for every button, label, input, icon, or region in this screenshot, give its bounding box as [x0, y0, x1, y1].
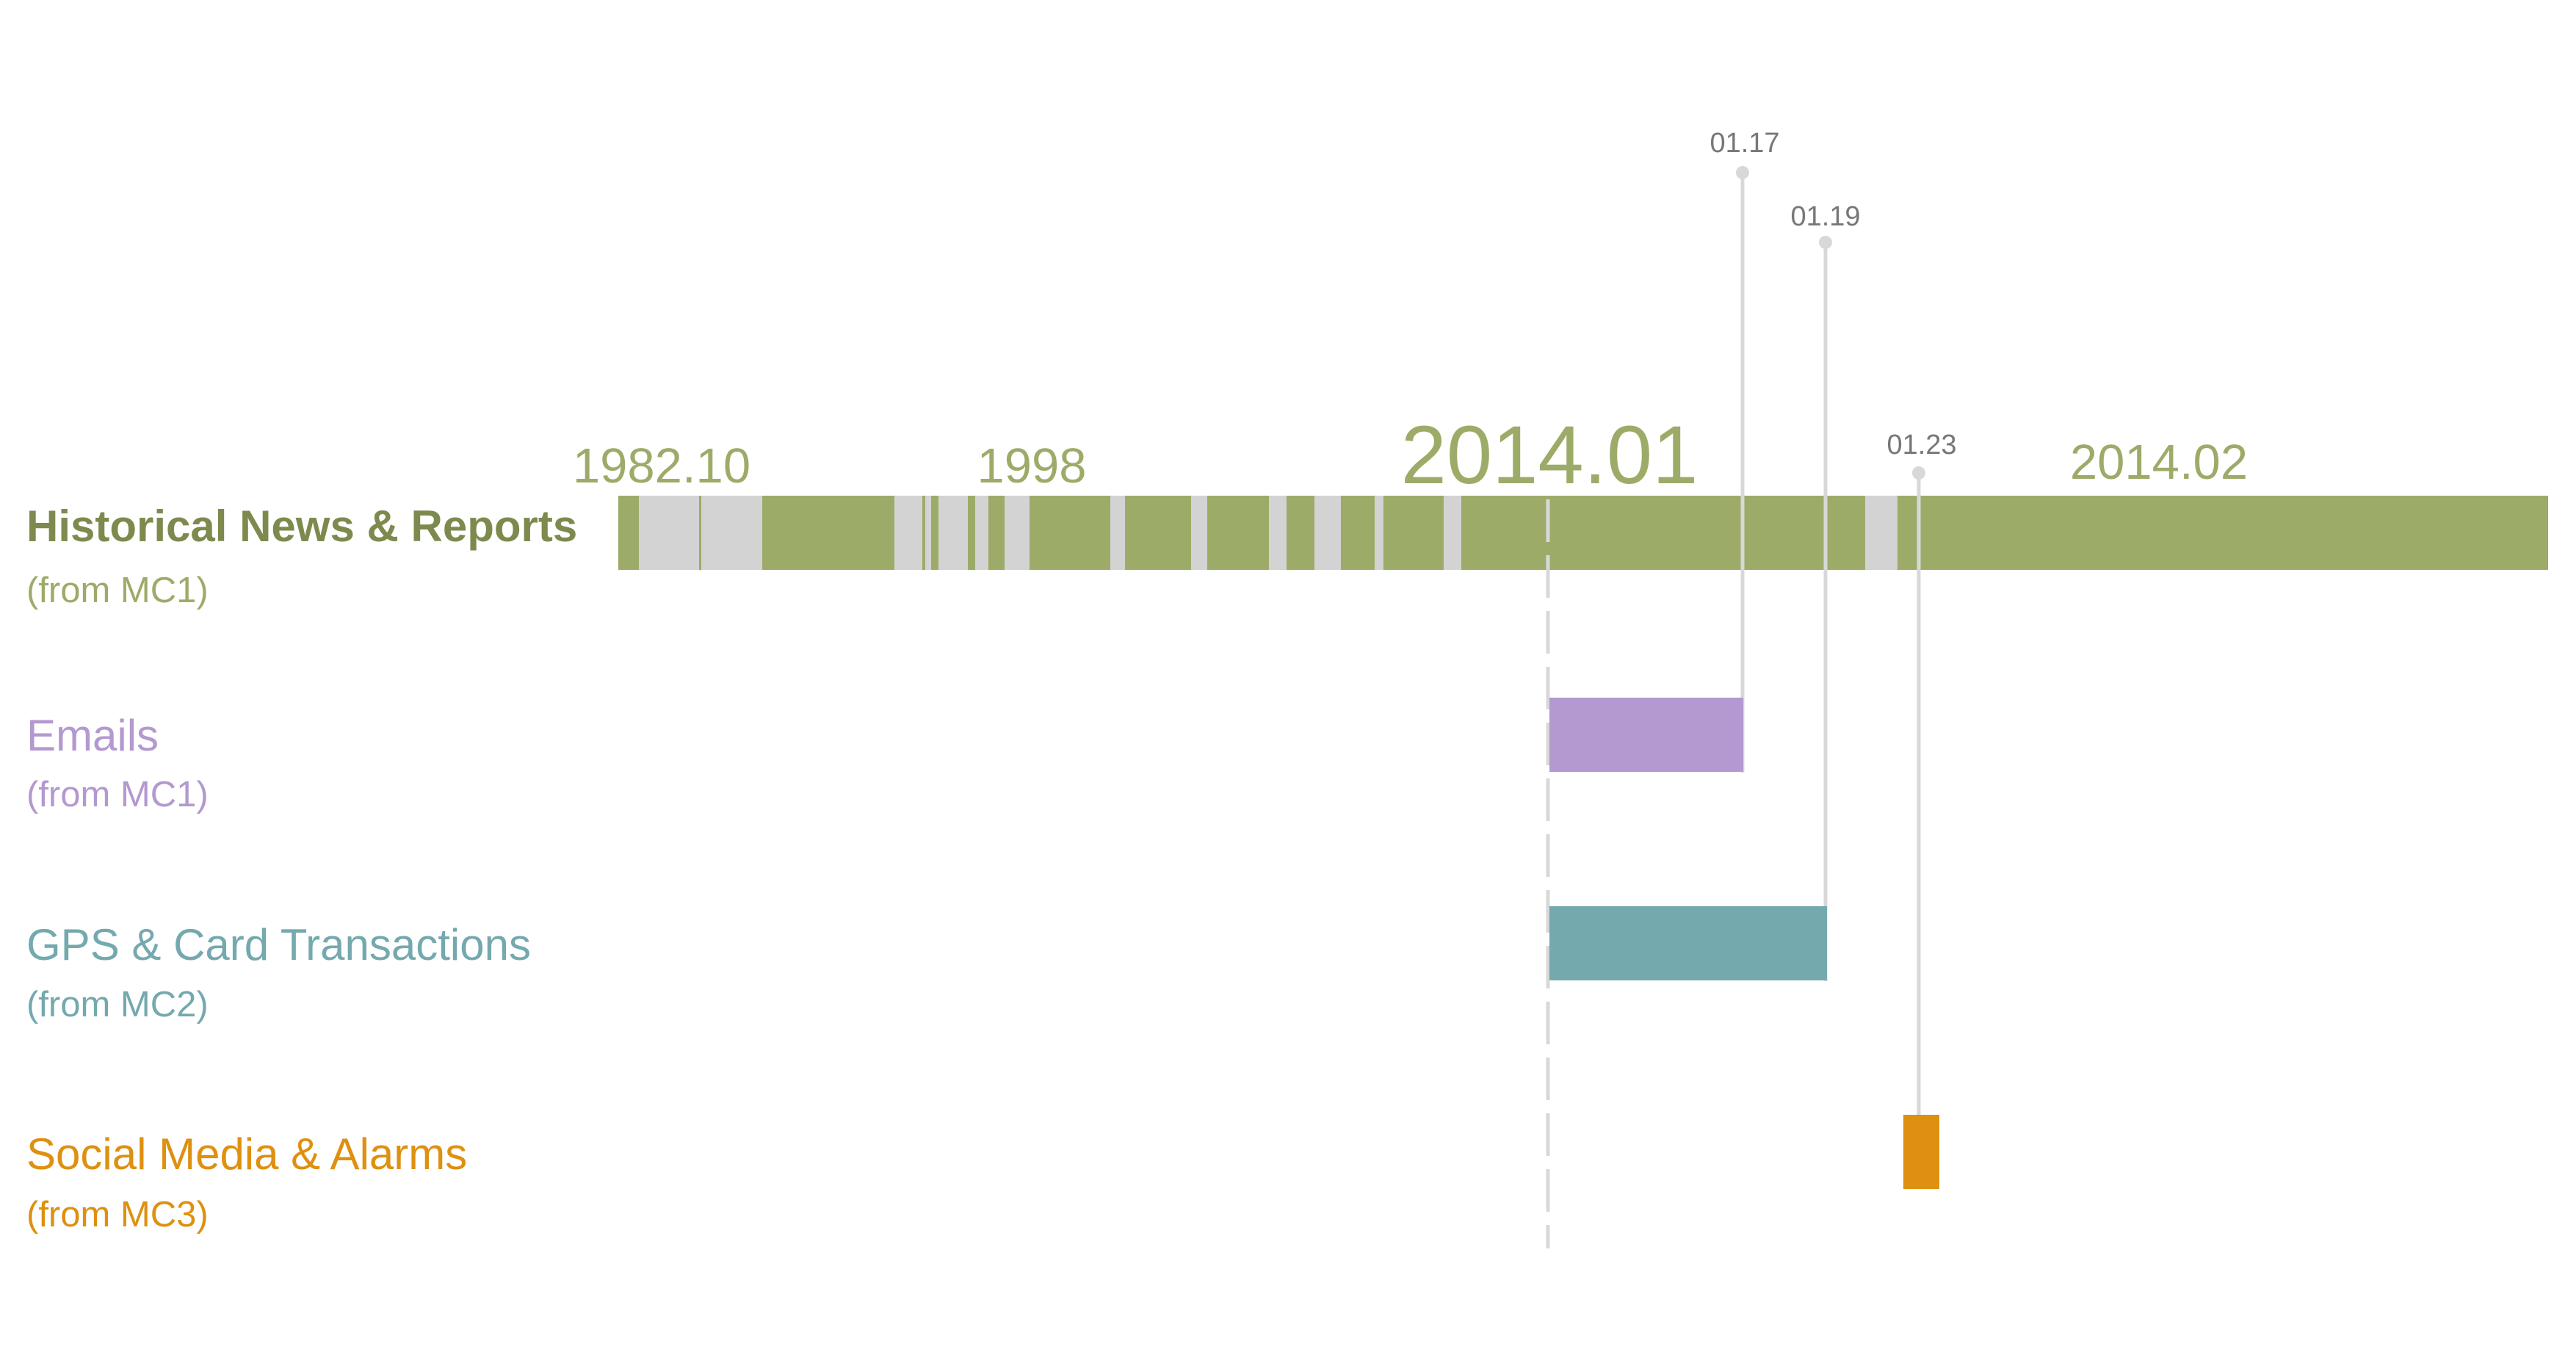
era-label-2014-01: 2014.01: [1401, 409, 1698, 501]
callout-dot-01-23: [1912, 466, 1925, 480]
news-gaps: [639, 496, 1897, 570]
row-title-news: Historical News & Reports: [26, 502, 577, 551]
news-gap-segment-1: [639, 496, 699, 570]
news-gap-segment-7: [1005, 496, 1030, 570]
gps-transactions-bar: [1549, 906, 1827, 980]
news-gap-segment-2: [701, 496, 762, 570]
row-source-emails: (from MC1): [26, 775, 209, 814]
era-label-2014-02: 2014.02: [2070, 435, 2248, 490]
news-gap-segment-8: [1110, 496, 1125, 570]
callout-label-01-19: 01.19: [1790, 201, 1860, 232]
news-gap-segment-6: [975, 496, 988, 570]
social-media-bar: [1903, 1115, 1939, 1189]
news-gap-segment-10: [1269, 496, 1287, 570]
event-callouts: 01.17 01.19 01.23: [1710, 128, 1957, 1116]
news-timeline-bar: [618, 496, 2548, 570]
emails-bar: [1549, 698, 1743, 772]
callout-label-01-17: 01.17: [1710, 128, 1779, 159]
news-gap-segment-13: [1444, 496, 1461, 570]
row-source-news: (from MC1): [26, 571, 209, 610]
row-title-gps: GPS & Card Transactions: [26, 920, 531, 969]
news-gap-segment-9: [1191, 496, 1207, 570]
era-labels: 1982.10 1998 2014.01 2014.02: [573, 409, 2248, 501]
callout-dot-01-17: [1736, 166, 1749, 179]
data-bars: [1549, 698, 1939, 1189]
news-gap-segment-14: [1865, 496, 1897, 570]
row-title-social: Social Media & Alarms: [26, 1129, 467, 1179]
news-gap-segment-4: [925, 496, 931, 570]
row-source-social: (from MC3): [26, 1195, 209, 1234]
row-title-emails: Emails: [26, 711, 159, 760]
era-label-1982-10: 1982.10: [573, 438, 750, 494]
row-source-gps: (from MC2): [26, 985, 209, 1024]
news-gap-segment-12: [1375, 496, 1383, 570]
callout-label-01-23: 01.23: [1886, 430, 1956, 460]
era-label-1998: 1998: [977, 438, 1086, 494]
news-gap-segment-3: [894, 496, 922, 570]
row-labels: Historical News & Reports (from MC1) Ema…: [26, 502, 577, 1234]
callout-dot-01-19: [1819, 236, 1832, 249]
news-gap-segment-11: [1314, 496, 1341, 570]
news-gap-segment-5: [938, 496, 968, 570]
